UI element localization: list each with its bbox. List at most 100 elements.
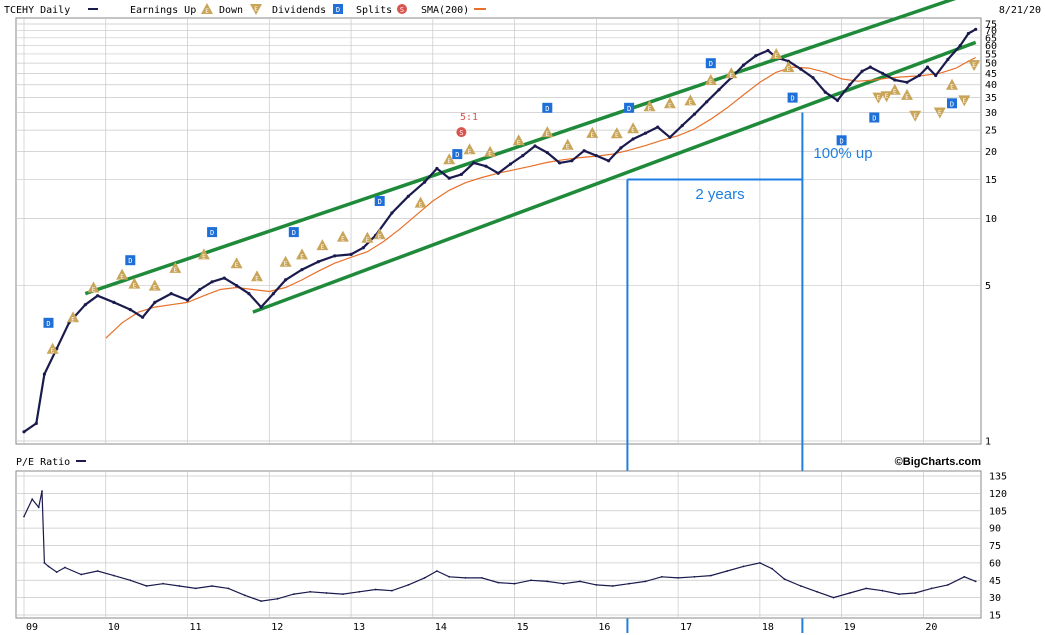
earnings-up-marker: E: [586, 126, 599, 139]
price-point: [459, 172, 463, 176]
price-point: [390, 211, 394, 215]
earnings-up-marker: E: [443, 153, 456, 165]
price-point: [472, 161, 476, 165]
earnings-up-marker: E: [169, 261, 182, 274]
earnings-up-marker-glyph: E: [774, 53, 778, 60]
price-point: [300, 268, 304, 272]
earnings-up-marker-glyph: E: [284, 261, 288, 268]
earnings-up-marker-shape: [770, 48, 783, 59]
pe-point: [325, 592, 328, 594]
price-point: [558, 161, 562, 165]
earnings-up-marker: E: [512, 134, 525, 146]
price-point: [668, 135, 672, 139]
split-ratio-label: 5:1: [460, 112, 478, 123]
price-point: [594, 154, 598, 158]
pe-y-tick: 45: [989, 576, 1001, 587]
price-point: [893, 78, 897, 82]
legend-symbol: TCEHY Daily: [4, 5, 70, 16]
earnings-up-marker: E: [316, 239, 329, 251]
dividend-marker-glyph: D: [378, 198, 382, 206]
earnings-down-icon: E: [250, 4, 262, 15]
price-point: [966, 31, 971, 36]
price-y-tick: 55: [985, 49, 997, 60]
earnings-up-marker-glyph: E: [709, 79, 713, 86]
earnings-up-marker: E: [46, 342, 59, 355]
dividend-marker-glyph: D: [790, 95, 794, 103]
price-y-tick: 5: [985, 281, 991, 292]
earnings-up-marker: E: [361, 231, 374, 244]
price-point: [934, 73, 938, 78]
earnings-up-marker-glyph: E: [545, 131, 549, 138]
earnings-up-marker: E: [663, 97, 676, 109]
earnings-up-marker-glyph: E: [729, 72, 733, 79]
earnings-up-marker-glyph: E: [517, 139, 521, 146]
dividend-marker-shape: [947, 98, 957, 109]
price-y-tick: 50: [985, 59, 997, 70]
price-point: [247, 292, 251, 296]
price-y-tick: 60: [985, 41, 997, 52]
pe-point: [481, 577, 483, 579]
dividend-icon: D: [333, 4, 343, 14]
earnings-up-marker-shape: [169, 261, 182, 273]
dividend-marker-glyph: D: [545, 105, 549, 113]
earnings-up-marker-glyph: E: [202, 253, 206, 260]
earnings-up-marker-glyph: E: [378, 233, 382, 240]
earnings-up-marker-shape: [116, 268, 129, 280]
pe-point: [562, 582, 565, 585]
pe-point: [628, 582, 630, 585]
x-tick-label: 10: [108, 622, 120, 633]
earnings-up-marker-glyph: E: [153, 285, 157, 292]
price-y-tick: 20: [985, 147, 997, 158]
earnings-up-marker: E: [128, 277, 141, 290]
pe-point: [358, 590, 361, 593]
price-y-tick: 30: [985, 108, 997, 119]
two-years-label: 2 years: [695, 186, 744, 203]
dividend-marker-shape: [125, 255, 136, 266]
dividend-marker: D: [624, 102, 635, 113]
pe-y-tick: 75: [989, 541, 1001, 552]
x-tick-label: 12: [271, 622, 283, 633]
price-point: [631, 137, 635, 141]
price-point: [34, 421, 38, 425]
earnings-up-marker-shape: [704, 74, 717, 85]
price-y-tick: 35: [985, 93, 997, 104]
earnings-up-marker: E: [279, 255, 292, 268]
dividend-marker-shape: [836, 135, 847, 146]
dividend-marker: D: [288, 227, 299, 238]
earnings-up-marker-glyph: E: [668, 102, 672, 109]
x-tick-label: 14: [435, 622, 447, 633]
upper-channel-line: [84, 0, 957, 296]
earnings-up-marker: E: [251, 270, 263, 282]
x-tick-label: 19: [844, 622, 856, 633]
pe-y-tick: 15: [989, 611, 1001, 622]
price-point: [271, 292, 275, 296]
earnings-up-marker: E: [627, 122, 640, 134]
dividend-marker-glyph: D: [46, 320, 50, 328]
price-point: [447, 176, 451, 180]
price-y-tick: 45: [985, 69, 997, 80]
dividend-marker-shape: [869, 112, 880, 123]
pe-point: [742, 565, 745, 568]
pe-point: [816, 590, 818, 593]
pe-point: [55, 571, 58, 573]
earnings-up-marker-shape: [46, 342, 59, 354]
pe-point: [865, 587, 868, 590]
pe-point: [436, 570, 438, 572]
earnings-up-marker-glyph: E: [51, 348, 55, 355]
pe-point: [309, 590, 312, 593]
pe-y-tick: 135: [989, 472, 1007, 483]
pe-point: [113, 574, 115, 577]
svg-text:E: E: [254, 6, 258, 13]
dividend-marker-shape: [452, 149, 463, 160]
pe-title: P/E Ratio: [16, 457, 70, 468]
earnings-up-marker: E: [197, 248, 210, 260]
earnings-up-marker: E: [87, 281, 100, 294]
earnings-up-marker-glyph: E: [300, 253, 304, 260]
earnings-up-marker-shape: [279, 255, 292, 267]
earnings-up-marker: E: [148, 279, 161, 292]
price-point: [210, 280, 214, 284]
price-point: [946, 57, 950, 62]
x-tick-label: 15: [517, 622, 529, 633]
gain-label: 100% up: [813, 145, 872, 162]
